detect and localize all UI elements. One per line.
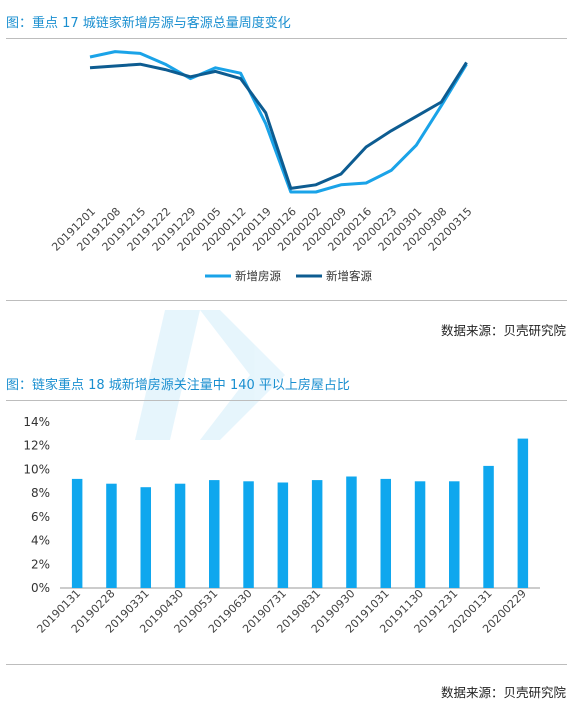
chart2-title-divider bbox=[6, 400, 567, 401]
watermark-logo bbox=[135, 310, 285, 440]
bar-chart: 0%2%4%6%8%10%12%14%201901312019022820190… bbox=[23, 415, 540, 636]
y-tick-label: 8% bbox=[31, 486, 50, 500]
y-tick-label: 0% bbox=[31, 581, 50, 595]
y-tick-label: 12% bbox=[23, 439, 50, 453]
chart2-bottom-divider bbox=[6, 664, 567, 665]
bar bbox=[483, 465, 494, 588]
bar bbox=[380, 478, 391, 588]
chart1-source: 数据来源：贝壳研究院 bbox=[440, 323, 566, 338]
y-tick-label: 10% bbox=[23, 462, 50, 476]
y-tick-label: 14% bbox=[23, 415, 50, 429]
chart1-title: 图：重点 17 城链家新增房源与客源总量周度变化 bbox=[6, 16, 291, 31]
bar bbox=[311, 480, 323, 588]
y-tick-label: 6% bbox=[31, 510, 50, 524]
chart2-source: 数据来源：贝壳研究院 bbox=[440, 685, 566, 700]
bar bbox=[209, 480, 220, 588]
bar bbox=[277, 482, 289, 588]
bar bbox=[106, 483, 117, 588]
chart1-bottom-divider bbox=[6, 300, 567, 301]
y-tick-label: 2% bbox=[31, 557, 50, 571]
chart1-title-divider bbox=[6, 38, 567, 39]
bar bbox=[174, 483, 186, 588]
bar bbox=[414, 481, 426, 588]
line-chart: 2019120120191208201912152019122220191229… bbox=[49, 50, 475, 283]
bar bbox=[71, 478, 83, 588]
bar bbox=[243, 481, 254, 588]
y-tick-label: 4% bbox=[31, 534, 50, 548]
legend-label: 新增客源 bbox=[326, 269, 372, 283]
bar bbox=[517, 438, 529, 588]
bar bbox=[140, 487, 151, 588]
bar bbox=[449, 481, 460, 588]
series-line-1 bbox=[89, 50, 468, 194]
series-line-2 bbox=[89, 61, 468, 190]
legend-label: 新增房源 bbox=[235, 269, 281, 283]
bar bbox=[346, 476, 357, 588]
chart2-title: 图：链家重点 18 城新增房源关注量中 140 平以上房屋占比 bbox=[6, 378, 350, 393]
